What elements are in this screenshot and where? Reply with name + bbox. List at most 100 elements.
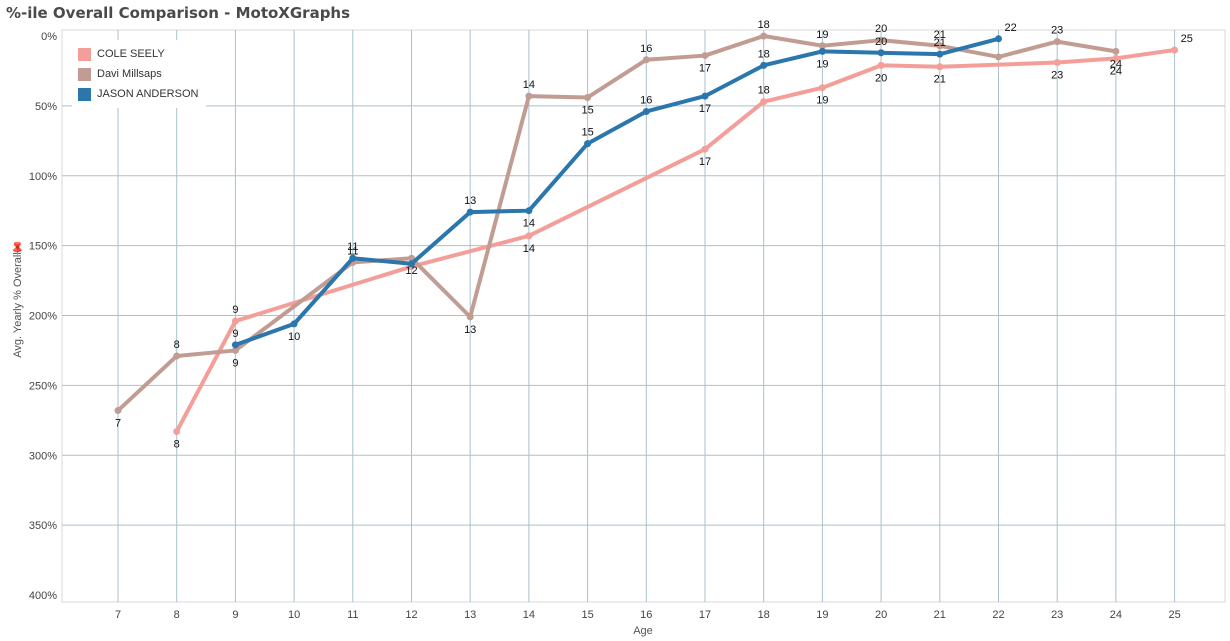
- data-point: [818, 47, 826, 55]
- data-point: [995, 53, 1002, 61]
- data-point: [114, 407, 122, 415]
- data-label: 10: [288, 331, 300, 343]
- legend-item[interactable]: JASON ANDERSON: [78, 84, 198, 104]
- y-tick-label: 250%: [29, 380, 57, 392]
- legend-item[interactable]: Davi Millsaps: [78, 64, 198, 84]
- chart-title: %-ile Overall Comparison - MotoXGraphs: [6, 4, 351, 22]
- x-tick-label: 21: [934, 609, 946, 621]
- data-label: 8: [174, 438, 180, 450]
- x-tick-label: 15: [581, 609, 593, 621]
- x-tick-label: 14: [523, 609, 535, 621]
- data-point: [760, 61, 768, 69]
- legend-label: Davi Millsaps: [97, 68, 162, 80]
- data-label: 13: [464, 195, 476, 207]
- data-label: 21: [934, 74, 946, 86]
- data-point: [1053, 59, 1061, 67]
- y-axis-title: Avg. Yearly % Overall: [12, 252, 24, 358]
- data-point: [1171, 46, 1179, 54]
- data-point: [173, 352, 181, 360]
- data-point: [231, 317, 239, 325]
- data-label: 14: [523, 79, 535, 91]
- data-label: 18: [758, 19, 770, 31]
- data-label: 8: [174, 339, 180, 351]
- y-tick-label: 300%: [29, 450, 57, 462]
- data-point: [173, 427, 181, 435]
- x-tick-label: 13: [464, 609, 476, 621]
- data-point: [877, 36, 885, 44]
- data-point: [584, 140, 592, 148]
- legend-swatch: [78, 67, 91, 81]
- x-tick-label: 16: [640, 609, 652, 621]
- x-tick-label: 17: [699, 609, 711, 621]
- data-label: 16: [640, 94, 652, 106]
- data-label: 20: [875, 36, 887, 48]
- data-point: [1053, 38, 1061, 46]
- data-point: [877, 61, 885, 69]
- x-tick-label: 7: [115, 609, 121, 621]
- legend-label: COLE SEELY: [97, 48, 165, 60]
- data-point: [701, 52, 709, 60]
- y-tick-label: 350%: [29, 520, 57, 532]
- data-point: [760, 32, 768, 40]
- data-label: 12: [405, 265, 417, 277]
- data-point: [349, 254, 357, 262]
- data-label: 9: [232, 304, 238, 316]
- data-label: 7: [115, 418, 121, 430]
- data-point: [760, 98, 768, 106]
- data-point: [818, 84, 826, 92]
- data-label: 15: [581, 104, 593, 116]
- data-point: [525, 232, 533, 240]
- data-label: 14: [523, 218, 535, 230]
- x-tick-label: 22: [992, 609, 1004, 621]
- data-label: 21: [934, 29, 946, 41]
- x-tick-label: 12: [405, 609, 417, 621]
- data-label: 20: [875, 23, 887, 35]
- x-axis-title: Age: [633, 625, 653, 637]
- series-line: [174, 47, 1177, 434]
- x-tick-label: 23: [1051, 609, 1063, 621]
- data-point: [231, 341, 239, 349]
- data-point: [642, 107, 650, 115]
- y-tick-label: 50%: [35, 101, 57, 113]
- data-label: 16: [640, 43, 652, 55]
- x-tick-label: 9: [232, 609, 238, 621]
- data-point: [642, 56, 650, 64]
- data-point: [466, 313, 474, 321]
- data-label: 23: [1051, 70, 1063, 82]
- data-point: [525, 207, 533, 215]
- x-tick-label: 19: [816, 609, 828, 621]
- data-point: [701, 92, 709, 100]
- data-point: [936, 50, 944, 58]
- data-label: 9: [232, 357, 238, 369]
- data-label: 20: [875, 72, 887, 84]
- x-tick-label: 10: [288, 609, 300, 621]
- y-tick-label: 400%: [29, 590, 57, 602]
- data-label: 18: [758, 85, 770, 97]
- y-tick-label: 150%: [29, 241, 57, 253]
- data-point: [995, 35, 1002, 43]
- data-point: [818, 42, 826, 50]
- legend[interactable]: COLE SEELY Davi Millsaps JASON ANDERSON: [72, 40, 207, 108]
- y-tick-label: 100%: [29, 171, 57, 183]
- x-tick-label: 18: [758, 609, 770, 621]
- legend-swatch: [78, 47, 91, 61]
- legend-swatch: [78, 87, 91, 101]
- data-label: 19: [816, 29, 828, 41]
- legend-item[interactable]: COLE SEELY: [78, 44, 198, 64]
- data-point: [290, 320, 298, 328]
- data-label: 18: [758, 48, 770, 60]
- data-label: 11: [347, 241, 358, 253]
- data-point: [231, 346, 239, 354]
- data-point: [936, 63, 944, 71]
- legend-label: JASON ANDERSON: [97, 88, 199, 100]
- series-line: [116, 34, 1118, 413]
- data-label: 25: [1181, 33, 1193, 45]
- data-point: [408, 260, 415, 268]
- y-tick-label: 200%: [29, 311, 57, 323]
- series-line: [233, 36, 1001, 347]
- data-label: 11: [347, 245, 358, 257]
- data-point: [1112, 47, 1120, 55]
- data-label: 24: [1110, 58, 1122, 70]
- data-label: 22: [1005, 22, 1017, 34]
